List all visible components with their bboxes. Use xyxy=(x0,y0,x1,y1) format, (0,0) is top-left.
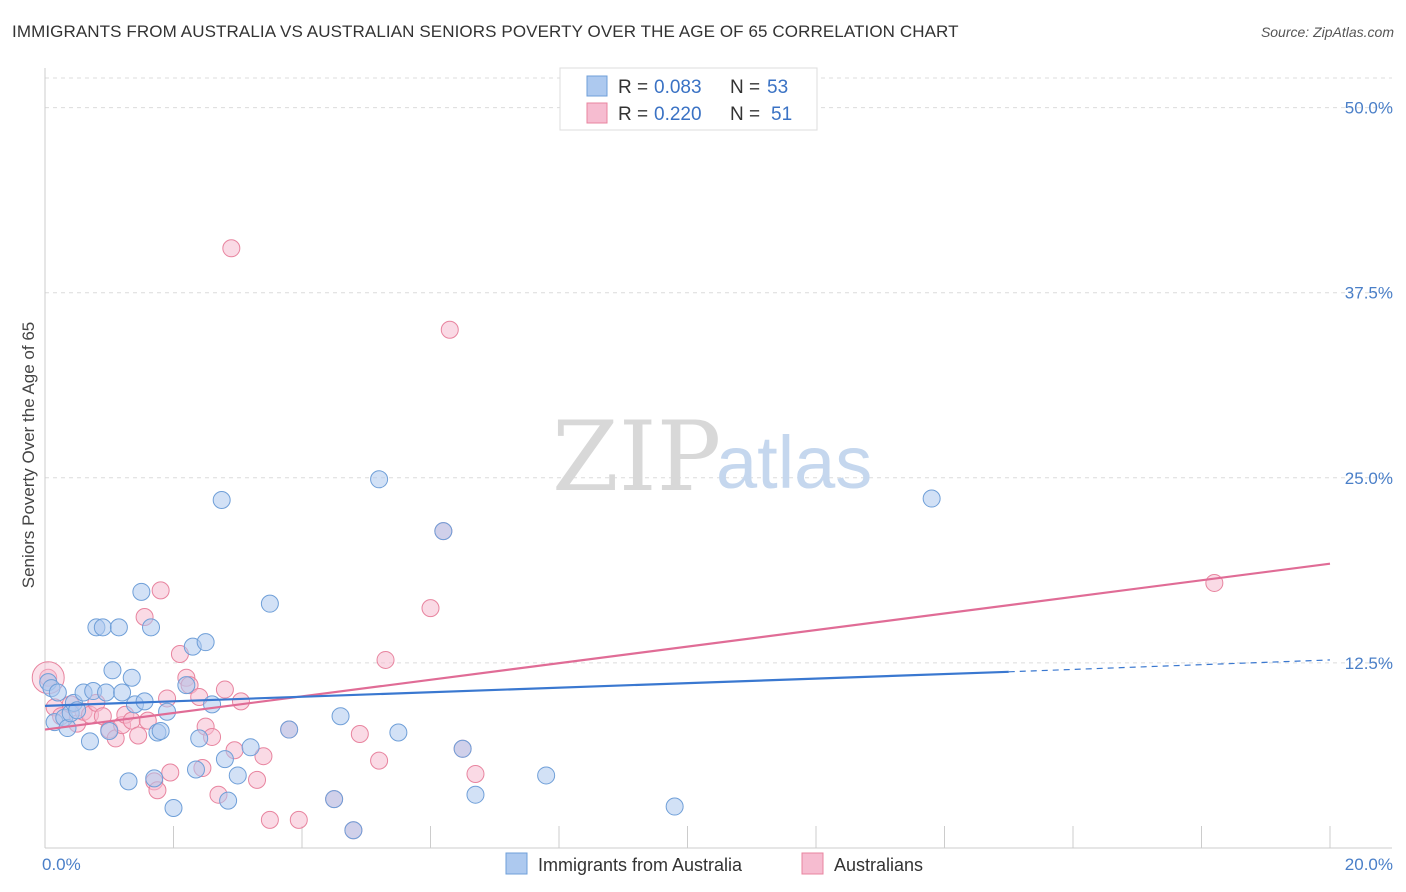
data-point-immigrants xyxy=(132,582,151,601)
x-tick-label: 20.0% xyxy=(1345,855,1393,874)
data-point-immigrants xyxy=(103,661,122,680)
legend-r-value: 0.083 xyxy=(654,77,702,98)
data-point-australians xyxy=(350,724,369,743)
data-point-australians xyxy=(421,599,440,618)
legend-n-label: N = xyxy=(730,77,760,98)
data-point-immigrants xyxy=(109,618,128,637)
data-point-australians xyxy=(466,764,485,783)
data-point-immigrants xyxy=(190,729,209,748)
data-point-immigrants xyxy=(142,618,161,637)
source-attribution: Source: ZipAtlas.com xyxy=(1260,24,1394,40)
bottom-legend-swatch-blue xyxy=(505,852,528,875)
data-point-immigrants xyxy=(196,633,215,652)
data-point-immigrants xyxy=(151,722,170,741)
series-australians-points xyxy=(31,239,1224,840)
watermark-zip: ZIP xyxy=(552,401,721,513)
data-point-immigrants xyxy=(177,676,196,695)
series-immigrants-points xyxy=(39,470,941,840)
data-point-immigrants xyxy=(145,769,164,788)
trend-line-immigrants xyxy=(44,670,1009,707)
trend-line-australians xyxy=(44,562,1331,731)
legend-r-label: R = xyxy=(618,104,648,125)
data-point-immigrants xyxy=(331,707,350,726)
data-point-immigrants xyxy=(453,739,472,758)
data-point-australians xyxy=(129,726,148,745)
data-point-immigrants xyxy=(219,791,238,810)
data-point-immigrants xyxy=(260,594,279,613)
data-point-immigrants xyxy=(434,522,453,541)
data-point-australians xyxy=(161,763,180,782)
data-point-immigrants xyxy=(48,683,67,702)
data-point-immigrants xyxy=(203,695,222,714)
data-point-immigrants xyxy=(158,702,177,721)
y-axis-label: Seniors Poverty Over the Age of 65 xyxy=(19,322,38,588)
x-tick-label: 0.0% xyxy=(42,855,81,874)
data-point-immigrants xyxy=(344,821,363,840)
data-point-australians xyxy=(222,239,241,258)
data-point-australians xyxy=(440,320,459,339)
bottom-legend-label-australians: Australians xyxy=(834,855,923,875)
data-point-immigrants xyxy=(325,790,344,809)
y-tick-label: 12.5% xyxy=(1345,654,1393,673)
legend-n-label: N = xyxy=(730,104,760,125)
bottom-legend-label-immigrants: Immigrants from Australia xyxy=(538,855,743,875)
data-point-immigrants xyxy=(186,760,205,779)
data-point-immigrants xyxy=(100,722,119,741)
data-point-immigrants xyxy=(93,618,112,637)
y-tick-label: 25.0% xyxy=(1345,469,1393,488)
y-tick-label: 50.0% xyxy=(1345,99,1393,118)
data-point-australians xyxy=(376,650,395,669)
axes xyxy=(44,68,1392,849)
data-point-immigrants xyxy=(280,720,299,739)
trend-line-immigrants-extension xyxy=(1008,659,1331,673)
data-point-australians xyxy=(151,581,170,600)
data-point-immigrants xyxy=(241,738,260,757)
data-point-immigrants xyxy=(80,732,99,751)
data-point-australians xyxy=(260,810,279,829)
data-point-australians xyxy=(370,751,389,770)
x-tick-labels: 0.0% 20.0% xyxy=(42,855,1393,874)
data-point-immigrants xyxy=(370,470,389,489)
data-point-immigrants xyxy=(212,491,231,510)
data-point-australians xyxy=(215,680,234,699)
data-point-immigrants xyxy=(228,766,247,785)
data-point-immigrants xyxy=(122,668,141,687)
legend-n-value: 51 xyxy=(771,104,792,125)
legend-n-value: 53 xyxy=(767,77,788,98)
data-point-immigrants xyxy=(113,683,132,702)
y-tick-label: 37.5% xyxy=(1345,284,1393,303)
data-point-immigrants xyxy=(922,489,941,508)
bottom-legend-swatch-pink xyxy=(801,852,824,875)
data-point-immigrants xyxy=(665,797,684,816)
watermark-atlas: atlas xyxy=(716,421,872,504)
legend-swatch-blue xyxy=(586,75,608,97)
data-point-immigrants xyxy=(215,750,234,769)
data-point-australians xyxy=(289,810,308,829)
data-point-immigrants xyxy=(119,772,138,791)
data-point-australians xyxy=(231,692,250,711)
chart-title: IMMIGRANTS FROM AUSTRALIA VS AUSTRALIAN … xyxy=(12,22,959,41)
data-point-immigrants xyxy=(164,799,183,818)
data-point-australians xyxy=(248,770,267,789)
data-point-immigrants xyxy=(466,785,485,804)
bottom-legend: Immigrants from Australia Australians xyxy=(505,852,923,875)
legend-r-value: 0.220 xyxy=(654,104,702,125)
data-point-immigrants xyxy=(68,701,87,720)
legend-r-label: R = xyxy=(618,77,648,98)
data-point-australians xyxy=(254,747,273,766)
legend-swatch-pink xyxy=(586,102,608,124)
watermark: ZIP atlas xyxy=(552,401,872,513)
data-point-immigrants xyxy=(389,723,408,742)
data-point-immigrants xyxy=(97,683,116,702)
grid-lines xyxy=(45,77,1392,664)
trend-lines xyxy=(44,562,1331,731)
y-tick-labels: 12.5% 25.0% 37.5% 50.0% xyxy=(1345,99,1393,673)
data-point-immigrants xyxy=(537,766,556,785)
legend: R = 0.083 N = 53 R = 0.220 N = 51 xyxy=(559,67,818,131)
